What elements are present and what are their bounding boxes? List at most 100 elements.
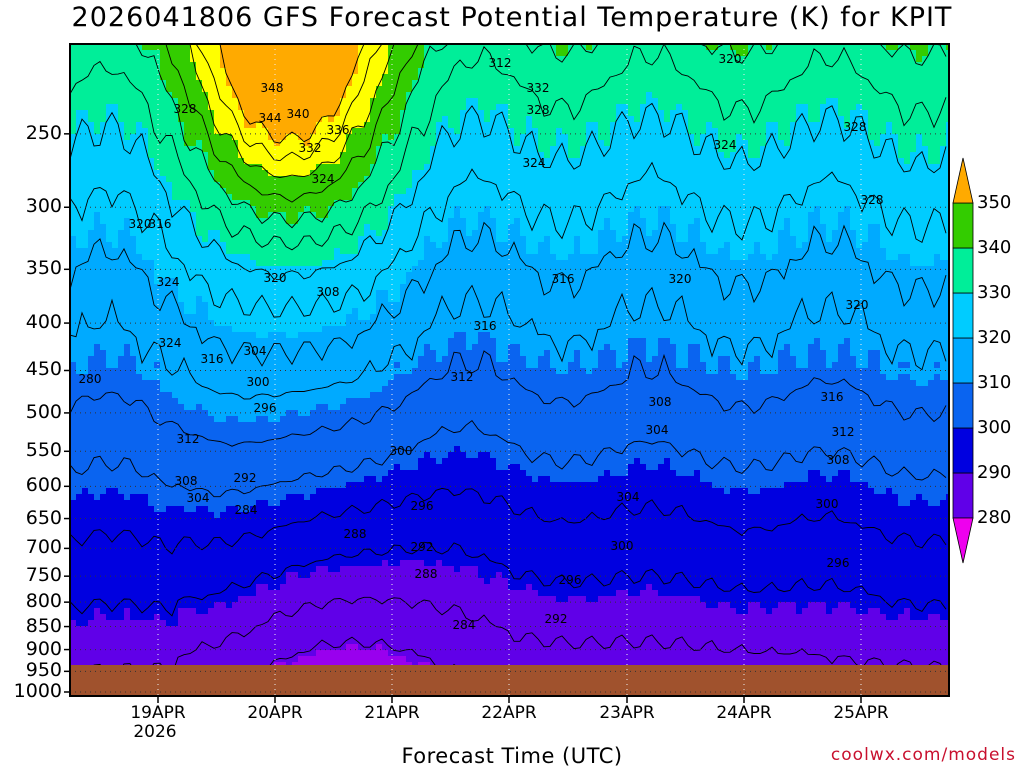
theta-cell [136,614,143,621]
theta-cell [184,506,191,513]
theta-cell [208,608,215,615]
theta-cell [286,98,293,105]
theta-cell [316,56,323,63]
theta-cell [334,476,341,483]
theta-cell [124,506,131,513]
theta-cell [112,488,119,495]
theta-cell [82,452,89,459]
theta-cell [94,140,101,147]
theta-cell [106,620,113,627]
theta-cell [328,314,335,321]
theta-cell [190,578,197,585]
theta-cell [154,140,161,147]
theta-cell [166,494,173,501]
theta-cell [172,398,179,405]
theta-cell [178,446,185,453]
theta-cell [280,536,287,543]
theta-cell [106,152,113,159]
theta-cell [232,500,239,507]
theta-cell [106,374,113,381]
theta-cell [172,362,179,369]
theta-cell [178,356,185,363]
theta-cell [136,380,143,387]
theta-cell [268,530,275,537]
theta-cell [220,620,227,627]
theta-cell [340,104,347,111]
theta-cell [94,44,101,51]
theta-cell [142,644,149,651]
theta-cell [112,428,119,435]
theta-cell [274,302,281,309]
theta-cell [286,644,293,651]
theta-cell [220,98,227,105]
theta-cell [82,152,89,159]
theta-cell [202,422,209,429]
theta-cell [94,434,101,441]
theta-cell [220,338,227,345]
theta-cell [244,524,251,531]
theta-cell [274,224,281,231]
theta-cell [178,476,185,483]
theta-cell [310,230,317,237]
theta-cell [100,464,107,471]
theta-cell [154,230,161,237]
theta-cell [178,260,185,267]
theta-cell [328,326,335,333]
theta-cell [268,494,275,501]
theta-cell [106,380,113,387]
theta-cell [106,500,113,507]
theta-cell [76,164,83,171]
theta-cell [106,506,113,513]
theta-cell [202,356,209,363]
theta-cell [340,488,347,495]
theta-cell [88,164,95,171]
theta-cell [262,554,269,561]
theta-cell [322,416,329,423]
theta-cell [118,140,125,147]
theta-cell [316,164,323,171]
theta-cell [340,176,347,183]
theta-cell [106,614,113,621]
theta-cell [100,164,107,171]
theta-cell [154,218,161,225]
theta-cell [118,536,125,543]
theta-cell [262,116,269,123]
theta-cell [178,350,185,357]
theta-cell [76,338,83,345]
theta-cell [70,206,77,213]
theta-cell [154,56,161,63]
theta-cell [322,74,329,81]
theta-cell [130,356,137,363]
theta-cell [316,512,323,519]
theta-cell [256,272,263,279]
theta-cell [154,122,161,129]
theta-cell [268,632,275,639]
theta-cell [82,398,89,405]
theta-cell [82,638,89,645]
theta-cell [196,302,203,309]
theta-cell [88,476,95,483]
theta-cell [340,194,347,201]
theta-cell [82,512,89,519]
theta-cell [148,128,155,135]
theta-cell [124,446,131,453]
theta-cell [70,164,77,171]
theta-cell [184,98,191,105]
theta-cell [280,458,287,465]
theta-cell [190,230,197,237]
theta-cell [244,134,251,141]
theta-cell [178,482,185,489]
theta-cell [190,344,197,351]
theta-cell [136,122,143,129]
theta-cell [232,134,239,141]
theta-cell [100,224,107,231]
theta-cell [190,332,197,339]
theta-cell [70,182,77,189]
theta-cell [88,488,95,495]
theta-cell [100,194,107,201]
theta-cell [136,230,143,237]
theta-cell [214,482,221,489]
theta-cell [142,626,149,633]
theta-cell [202,434,209,441]
theta-cell [334,482,341,489]
